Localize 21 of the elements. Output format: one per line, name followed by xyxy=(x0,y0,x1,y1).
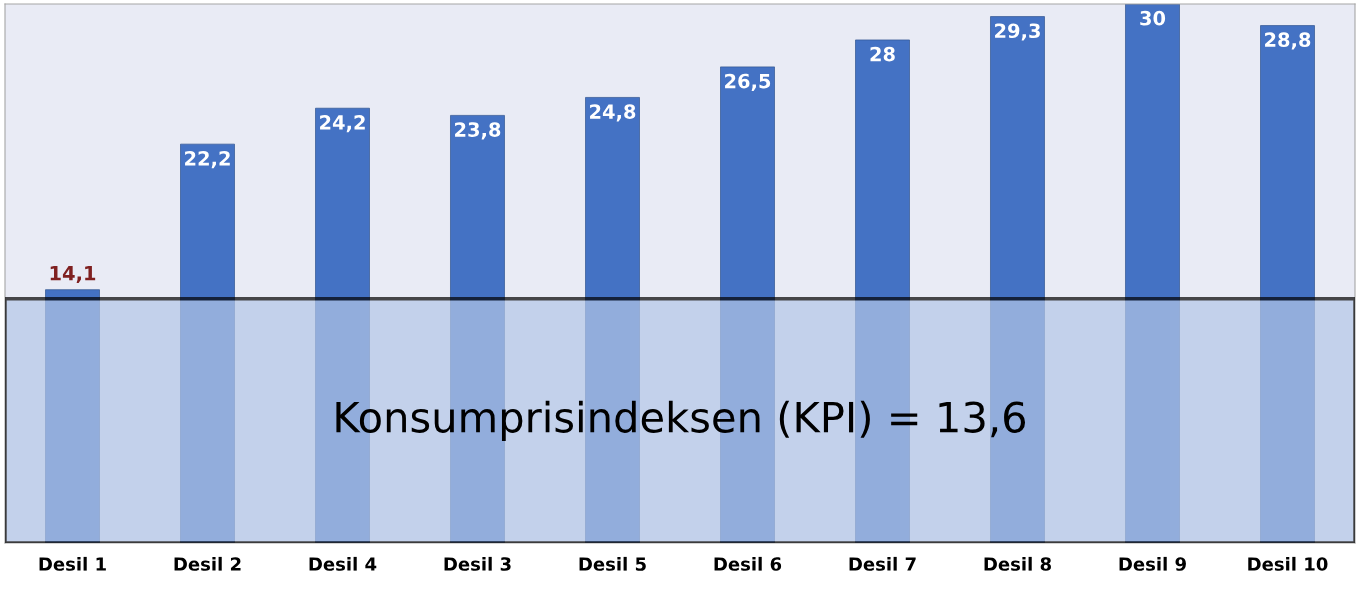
data-label: 28 xyxy=(870,46,895,62)
x-tick-label: Desil 5 xyxy=(579,556,646,571)
data-label: 14,1 xyxy=(50,266,96,283)
x-tick-label: Desil 8 xyxy=(984,556,1051,571)
data-label: 26,5 xyxy=(725,73,771,91)
x-tick-label: Desil 3 xyxy=(444,556,511,571)
x-tick-label: Desil 9 xyxy=(1119,556,1186,571)
data-label: 24,8 xyxy=(590,104,636,122)
data-label: 23,8 xyxy=(455,122,501,140)
data-label: 29,3 xyxy=(995,23,1040,41)
data-label: 30 xyxy=(1140,10,1166,26)
x-tick-label: Desil 6 xyxy=(714,556,782,571)
x-tick-label: Desil 10 xyxy=(1248,556,1328,571)
x-tick-label: Desil 1 xyxy=(39,556,106,571)
x-tick-label: Desil 7 xyxy=(849,556,916,571)
x-tick-label: Desil 2 xyxy=(174,556,241,571)
data-label: 22,2 xyxy=(185,150,230,169)
data-label: 24,2 xyxy=(320,115,365,133)
x-tick-label: Desil 4 xyxy=(309,556,377,571)
data-label: 28,8 xyxy=(1265,32,1311,50)
band-label: Konsumprisindeksen (KPI) = 13,6 xyxy=(336,400,1026,441)
